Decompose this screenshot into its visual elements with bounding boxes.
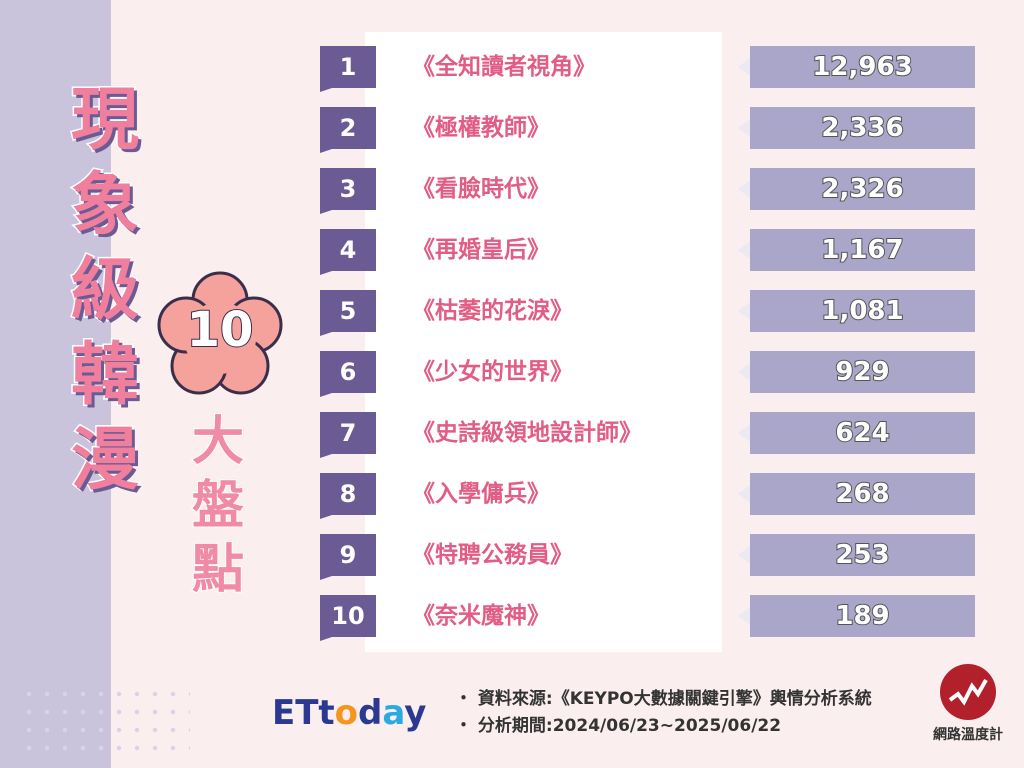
left-background-band	[0, 0, 111, 768]
webtoon-title: 《極權教師》	[412, 115, 550, 141]
webtoon-title: 《特聘公務員》	[412, 542, 573, 568]
rank-tag-icon	[320, 107, 376, 153]
value-box	[750, 595, 975, 637]
subtitle-char: 大	[191, 411, 245, 473]
webtoon-title: 《少女的世界》	[412, 359, 573, 385]
rank-tag-icon	[320, 351, 376, 397]
ranking-row: 9 《特聘公務員》 253	[0, 534, 1024, 580]
mention-value: 12,963	[811, 51, 913, 83]
rank-tag-icon	[320, 290, 376, 336]
rank-number: 9	[339, 541, 357, 569]
rank-number: 5	[339, 297, 357, 325]
ranking-row: 1 《全知讀者視角》 12,963	[0, 46, 1024, 92]
ranking-row: 6 《少女的世界》 929	[0, 351, 1024, 397]
badge-number: 10	[186, 301, 255, 359]
subtitle: 大 盤 點	[188, 410, 248, 602]
value-box	[750, 351, 975, 393]
webtoon-title: 《再婚皇后》	[412, 237, 550, 263]
subtitle-char: 盤	[191, 475, 245, 537]
mention-value: 189	[834, 600, 890, 632]
webtoon-title: 《奈米魔神》	[412, 603, 550, 629]
value-pointer-icon	[738, 607, 750, 625]
value-pointer-icon	[738, 424, 750, 442]
rank-tag-icon	[320, 46, 376, 92]
dot-pattern	[20, 685, 190, 755]
rank-number: 4	[339, 236, 357, 264]
value-box	[750, 229, 975, 271]
rank-tag-icon	[320, 595, 376, 641]
webtoon-title: 《枯萎的花淚》	[412, 298, 573, 324]
value-pointer-icon	[738, 302, 750, 320]
value-box	[750, 290, 975, 332]
value-pointer-icon	[738, 180, 750, 198]
webtoon-title: 《入學傭兵》	[412, 481, 550, 507]
vertical-title: 現 象 級 韓 漫	[60, 78, 150, 503]
flower-badge-icon	[157, 271, 283, 395]
value-pointer-icon	[738, 241, 750, 259]
value-pointer-icon	[738, 363, 750, 381]
ettoday-logo: ETtoday	[272, 693, 427, 733]
value-box	[750, 107, 975, 149]
source-line: ・ 資料來源:《KEYPO大數據關鍵引擎》輿情分析系統	[455, 689, 872, 709]
mention-value: 2,336	[820, 112, 904, 144]
source-notes: ・ 資料來源:《KEYPO大數據關鍵引擎》輿情分析系統 ・ 分析期間:2024/…	[455, 686, 872, 740]
mention-value: 253	[834, 539, 890, 571]
ranking-row: 3 《看臉時代》 2,326	[0, 168, 1024, 214]
rank-number: 6	[339, 358, 357, 386]
ranking-row: 8 《入學傭兵》 268	[0, 473, 1024, 519]
ranking-row: 10 《奈米魔神》 189	[0, 595, 1024, 641]
mention-value: 1,081	[820, 295, 904, 327]
rank-number: 3	[339, 175, 357, 203]
period-line: ・ 分析期間:2024/06/23~2025/06/22	[455, 716, 782, 736]
rank-number: 1	[339, 53, 357, 81]
rank-tag-icon	[320, 473, 376, 519]
brand-name: 網路溫度計	[933, 727, 1003, 743]
value-pointer-icon	[738, 485, 750, 503]
webtoon-title: 《看臉時代》	[412, 176, 550, 202]
value-box	[750, 46, 975, 88]
rank-number: 7	[339, 419, 357, 447]
title-char: 級	[69, 250, 140, 332]
ranking-row: 7 《史詩級領地設計師》 624	[0, 412, 1024, 458]
title-char: 漫	[69, 420, 140, 502]
title-char: 韓	[69, 335, 140, 417]
value-pointer-icon	[738, 546, 750, 564]
value-box	[750, 473, 975, 515]
rank-tag-icon	[320, 534, 376, 580]
titles-panel	[365, 32, 722, 652]
rank-number: 2	[339, 114, 357, 142]
value-pointer-icon	[738, 58, 750, 76]
rank-tag-icon	[320, 412, 376, 458]
mention-value: 929	[834, 356, 890, 388]
value-box	[750, 168, 975, 210]
thermometer-logo-icon	[940, 664, 996, 720]
subtitle-char: 點	[191, 539, 245, 601]
rank-number: 10	[331, 602, 365, 630]
title-char: 現	[69, 80, 140, 162]
webtoon-title: 《全知讀者視角》	[412, 54, 596, 80]
webtoon-title: 《史詩級領地設計師》	[412, 420, 642, 446]
value-pointer-icon	[738, 119, 750, 137]
mention-value: 624	[834, 417, 890, 449]
brand-logo: 網路溫度計	[918, 660, 1018, 760]
mention-value: 2,326	[820, 173, 904, 205]
rank-tag-icon	[320, 168, 376, 214]
title-char: 象	[69, 165, 140, 247]
value-box	[750, 534, 975, 576]
ranking-row: 4 《再婚皇后》 1,167	[0, 229, 1024, 275]
ranking-row: 5 《枯萎的花淚》 1,081	[0, 290, 1024, 336]
rank-tag-icon	[320, 229, 376, 275]
value-box	[750, 412, 975, 454]
mention-value: 1,167	[820, 234, 904, 266]
rank-number: 8	[339, 480, 357, 508]
ranking-row: 2 《極權教師》 2,336	[0, 107, 1024, 153]
mention-value: 268	[834, 478, 890, 510]
